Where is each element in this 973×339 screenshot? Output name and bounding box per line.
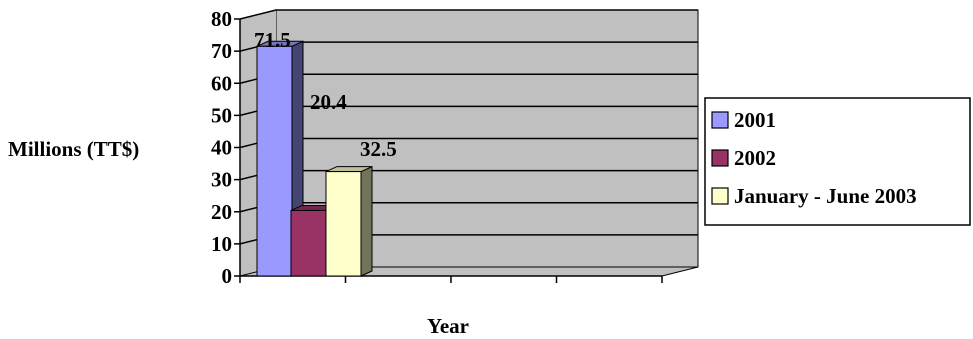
gridline xyxy=(239,9,698,20)
legend-swatch xyxy=(711,187,729,205)
legend-label: 2001 xyxy=(734,108,776,132)
bar-front xyxy=(325,171,362,277)
y-tick-label: 40 xyxy=(211,136,232,160)
y-tick-label: 30 xyxy=(211,168,232,192)
x-axis-label: Year xyxy=(427,314,469,338)
bars xyxy=(256,40,373,277)
bar-side xyxy=(360,165,373,277)
y-tick-label: 10 xyxy=(211,232,232,256)
data-label: 71.5 xyxy=(254,28,291,52)
y-tick-labels: 0 10 20 30 40 50 60 70 80 xyxy=(211,7,232,288)
data-label: 20.4 xyxy=(310,90,347,114)
legend-swatch xyxy=(711,111,729,129)
data-label: 32.5 xyxy=(360,137,397,161)
y-tick-label: 20 xyxy=(211,200,232,224)
y-tick-label: 60 xyxy=(211,71,232,95)
legend-label: 2002 xyxy=(734,146,776,170)
legend-swatch xyxy=(711,149,729,167)
y-tick-label: 50 xyxy=(211,103,232,127)
legend-label: January - June 2003 xyxy=(734,184,917,208)
data-labels: 71.5 20.4 32.5 xyxy=(254,28,397,161)
legend-box xyxy=(704,97,971,226)
y-tick-label: 80 xyxy=(211,7,232,31)
y-tick-label: 0 xyxy=(222,264,233,288)
legend: 2001 2002 January - June 2003 xyxy=(704,97,971,226)
y-tick-label: 70 xyxy=(211,39,232,63)
bar-front xyxy=(256,45,293,277)
bar-front xyxy=(290,209,327,277)
bar-1 xyxy=(256,40,304,277)
bar-3 xyxy=(325,165,373,277)
y-axis-label: Millions (TT$) xyxy=(8,137,139,161)
